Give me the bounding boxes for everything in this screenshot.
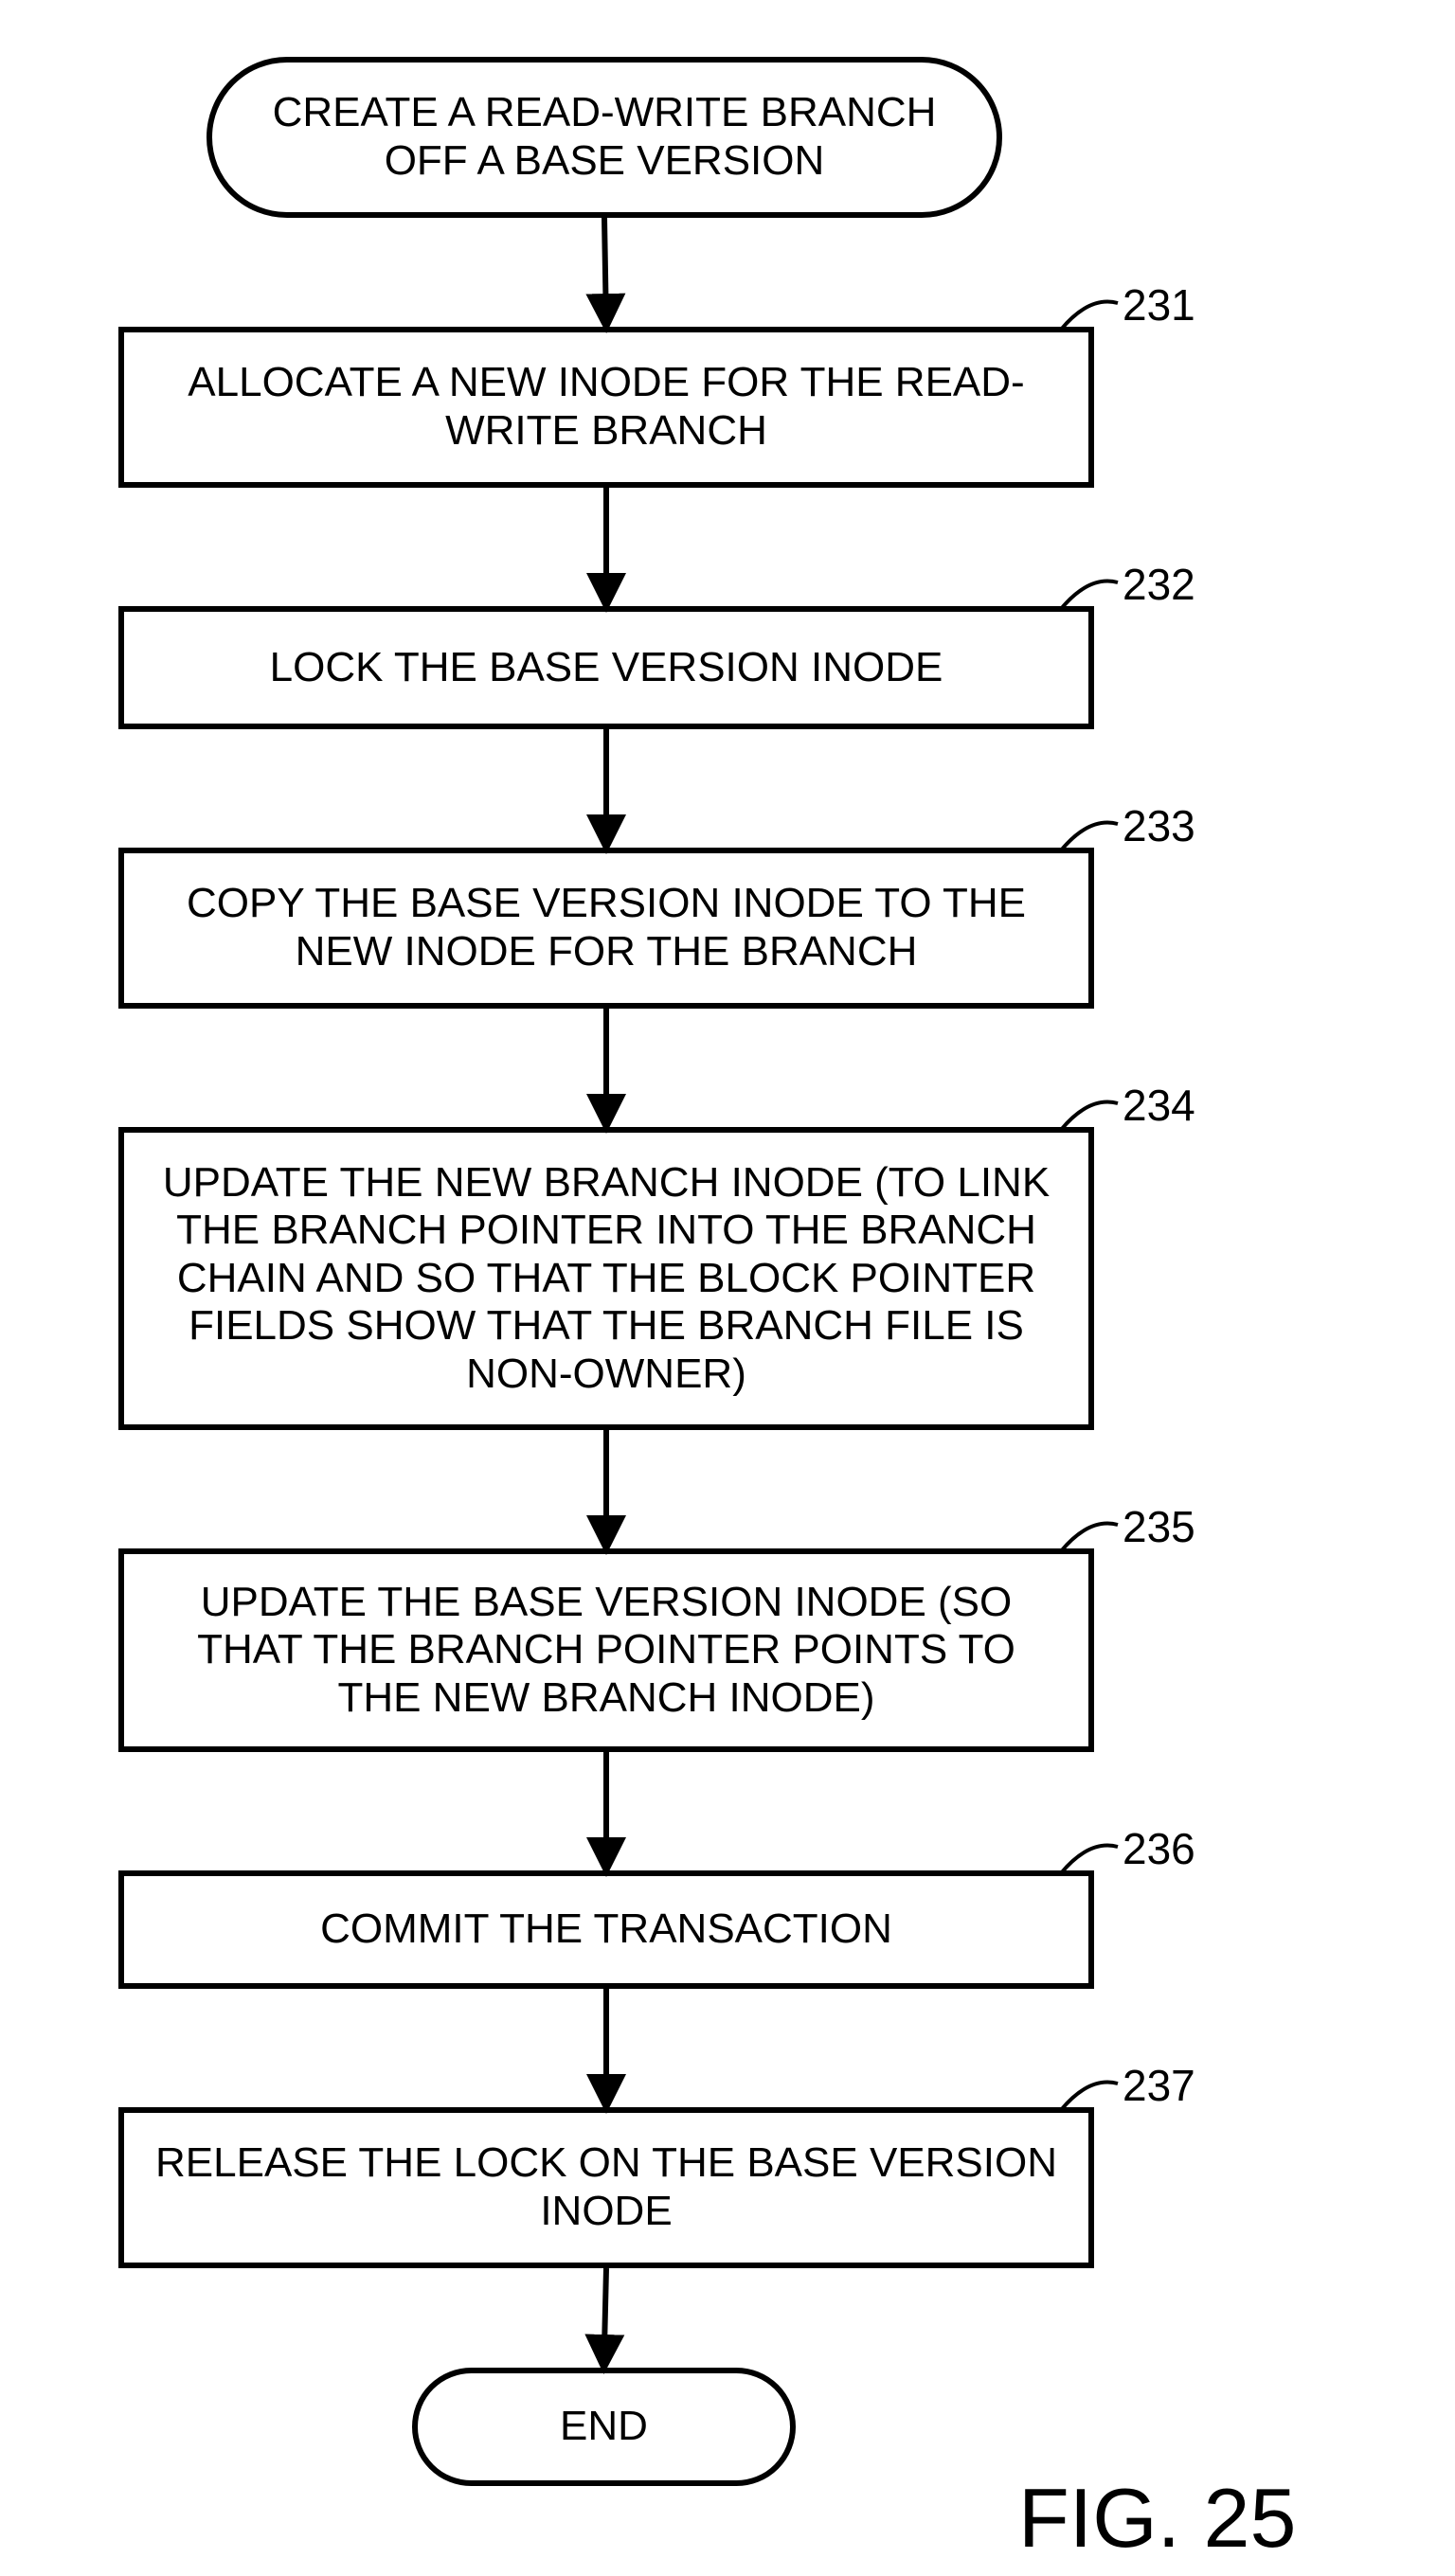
flow-step-234-text: UPDATE THE NEW BRANCH INODE (TO LINK THE…	[151, 1159, 1062, 1399]
flow-step-237: RELEASE THE LOCK ON THE BASE VERSION INO…	[118, 2107, 1094, 2268]
flow-terminator-end-text: END	[560, 2403, 648, 2451]
ref-label-234: 234	[1123, 1080, 1195, 1131]
ref-label-232: 232	[1123, 559, 1195, 610]
ref-label-235: 235	[1123, 1501, 1195, 1552]
flow-terminator-start-text: CREATE A READ-WRITE BRANCH OFF A BASE VE…	[239, 89, 970, 185]
flow-terminator-start: CREATE A READ-WRITE BRANCH OFF A BASE VE…	[207, 57, 1002, 218]
flow-step-232: LOCK THE BASE VERSION INODE	[118, 606, 1094, 729]
flow-step-236-text: COMMIT THE TRANSACTION	[320, 1905, 892, 1954]
ref-label-231: 231	[1123, 279, 1195, 331]
flow-step-232-text: LOCK THE BASE VERSION INODE	[270, 644, 943, 692]
flow-step-235-text: UPDATE THE BASE VERSION INODE (SO THAT T…	[151, 1579, 1062, 1723]
ref-label-236: 236	[1123, 1823, 1195, 1874]
flow-step-235: UPDATE THE BASE VERSION INODE (SO THAT T…	[118, 1548, 1094, 1752]
flow-step-233: COPY THE BASE VERSION INODE TO THE NEW I…	[118, 848, 1094, 1009]
flow-terminator-end: END	[412, 2368, 796, 2486]
flow-step-237-text: RELEASE THE LOCK ON THE BASE VERSION INO…	[151, 2139, 1062, 2235]
flow-step-236: COMMIT THE TRANSACTION	[118, 1870, 1094, 1989]
flow-step-231: ALLOCATE A NEW INODE FOR THE READ-WRITE …	[118, 327, 1094, 488]
flow-step-231-text: ALLOCATE A NEW INODE FOR THE READ-WRITE …	[151, 359, 1062, 455]
flow-step-234: UPDATE THE NEW BRANCH INODE (TO LINK THE…	[118, 1127, 1094, 1430]
flow-step-233-text: COPY THE BASE VERSION INODE TO THE NEW I…	[151, 880, 1062, 975]
ref-label-237: 237	[1123, 2060, 1195, 2111]
ref-label-233: 233	[1123, 800, 1195, 851]
figure-caption: FIG. 25	[1018, 2470, 1296, 2567]
